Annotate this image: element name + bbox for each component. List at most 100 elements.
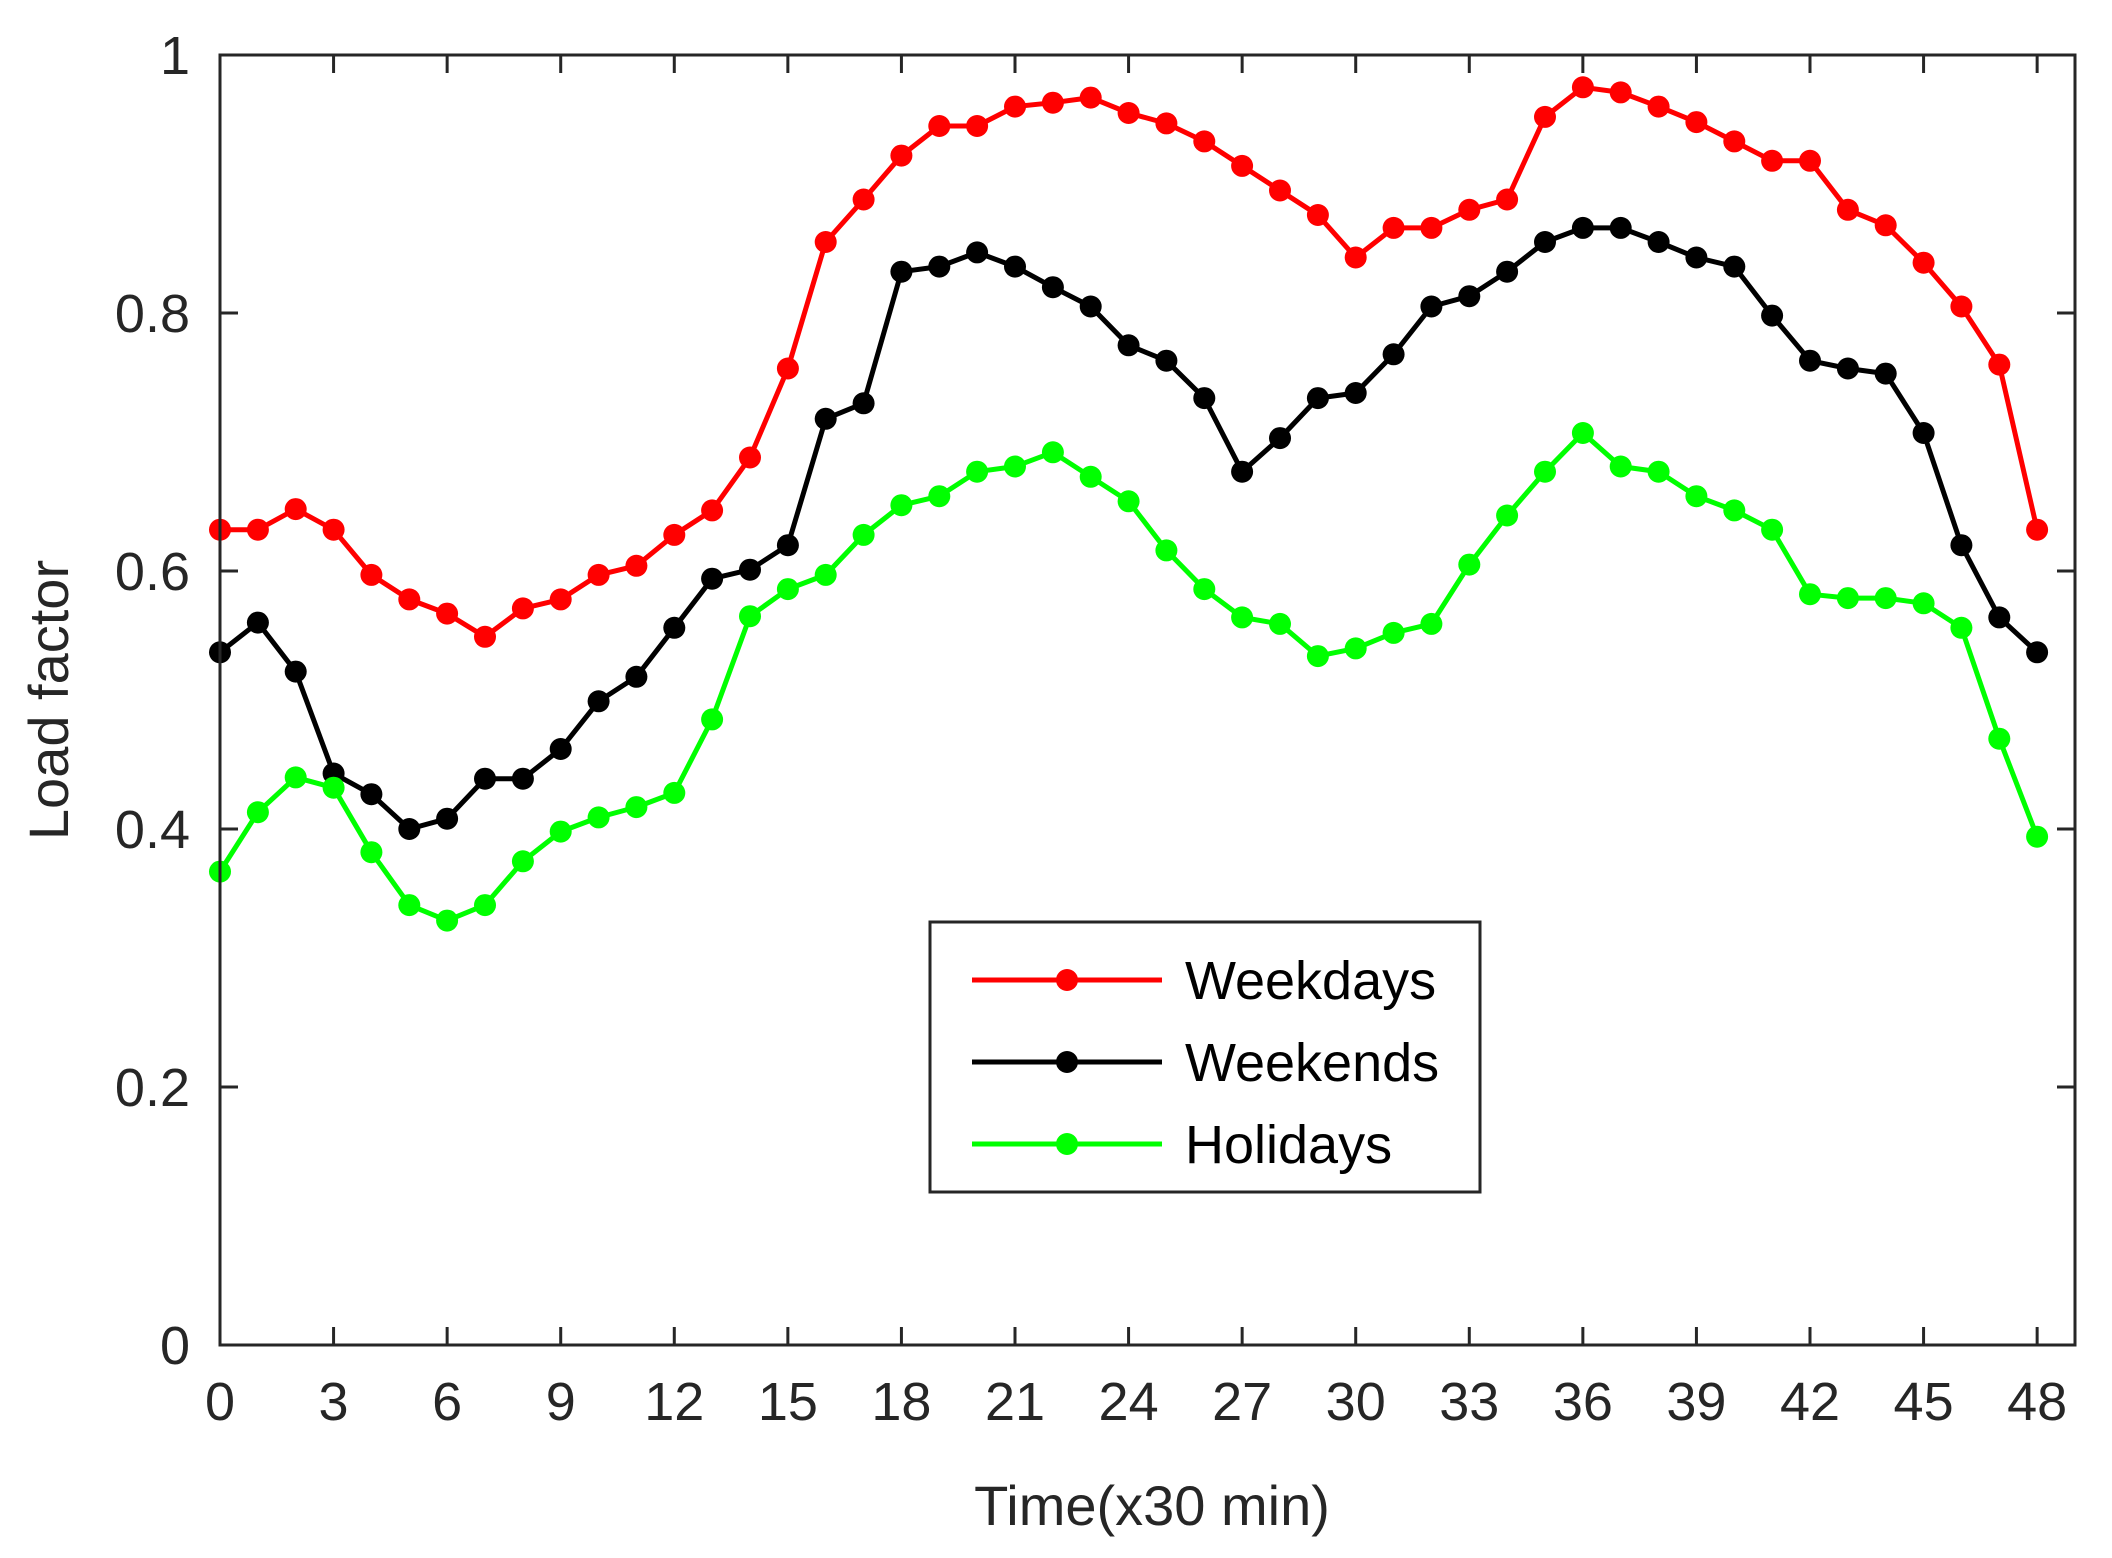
data-point-holidays xyxy=(398,894,421,917)
data-point-holidays xyxy=(1912,592,1935,615)
data-point-holidays xyxy=(1041,441,1064,464)
x-axis-label: Time(x30 min) xyxy=(974,1474,1330,1537)
data-point-weekdays xyxy=(1950,295,1973,318)
x-tick-label: 45 xyxy=(1894,1372,1954,1432)
legend-label-weekdays: Weekdays xyxy=(1185,951,1436,1011)
data-point-weekdays xyxy=(474,625,496,648)
data-point-weekdays xyxy=(663,523,686,546)
data-point-weekends xyxy=(1004,255,1026,278)
data-point-weekdays xyxy=(1534,105,1556,128)
legend: Weekdays Weekends Holidays xyxy=(928,920,1482,1194)
data-point-weekends xyxy=(1912,422,1935,444)
y-tick-label: 0 xyxy=(160,1316,190,1376)
data-point-weekends xyxy=(814,407,837,430)
data-point-weekends xyxy=(928,255,951,278)
data-point-weekdays xyxy=(1609,81,1632,104)
x-tick-label: 39 xyxy=(1666,1372,1726,1432)
data-point-weekends xyxy=(1799,349,1821,372)
data-point-weekends xyxy=(511,767,534,790)
axes-box xyxy=(218,53,2077,1347)
data-point-weekends xyxy=(1723,255,1746,278)
legend-marker-weekdays xyxy=(1056,969,1078,991)
data-point-weekends xyxy=(701,567,724,590)
x-tick-label: 15 xyxy=(758,1372,818,1432)
y-axis-label: Load factor xyxy=(17,560,80,840)
data-point-holidays xyxy=(776,578,799,601)
plot-area xyxy=(209,76,2049,932)
x-tick-label: 6 xyxy=(432,1372,462,1432)
data-point-weekends xyxy=(852,392,875,415)
data-point-weekends xyxy=(1685,246,1708,269)
data-point-weekdays xyxy=(1874,214,1897,237)
data-point-weekends xyxy=(398,818,421,840)
x-tick-label: 24 xyxy=(1099,1372,1159,1432)
data-point-weekdays xyxy=(1382,216,1405,239)
data-point-weekends xyxy=(246,611,269,634)
data-point-holidays xyxy=(1836,587,1859,610)
data-point-weekdays xyxy=(1155,112,1178,135)
data-point-weekdays xyxy=(776,357,799,380)
data-point-weekdays xyxy=(1685,111,1708,134)
data-point-weekdays xyxy=(1269,179,1291,202)
data-point-holidays xyxy=(1344,637,1367,660)
data-point-holidays xyxy=(1685,485,1708,508)
data-point-weekdays xyxy=(1912,251,1935,274)
data-point-weekends xyxy=(663,616,686,639)
data-point-weekdays xyxy=(1836,198,1859,221)
x-tick-label: 48 xyxy=(2007,1372,2067,1432)
data-point-holidays xyxy=(284,766,307,789)
data-point-weekdays xyxy=(1799,149,1821,172)
data-point-holidays xyxy=(1988,727,2011,750)
data-point-weekdays xyxy=(284,498,307,521)
data-point-holidays xyxy=(1269,612,1291,635)
data-point-weekends xyxy=(284,660,307,683)
y-tick-label: 0.8 xyxy=(115,284,190,344)
data-point-weekends xyxy=(1420,295,1443,318)
data-point-weekends xyxy=(474,767,496,790)
x-tick-label: 18 xyxy=(871,1372,931,1432)
legend-box xyxy=(928,920,1482,1194)
data-point-weekdays xyxy=(1306,204,1329,226)
data-point-weekdays xyxy=(398,588,421,611)
data-point-weekends xyxy=(1988,606,2011,629)
data-point-weekends xyxy=(890,260,913,283)
data-point-weekends xyxy=(1117,334,1140,357)
data-point-holidays xyxy=(966,460,989,483)
data-point-weekdays xyxy=(1571,76,1594,99)
data-point-weekends xyxy=(1079,295,1102,318)
data-point-weekdays xyxy=(246,518,269,541)
y-tick-label: 0.4 xyxy=(115,800,190,860)
axes: 0 3 6 9 12 15 18 21 24 27 30 33 36 39 42 45 4800.20.40.6… xyxy=(115,26,2077,1432)
legend-label-weekends: Weekends xyxy=(1185,1033,1439,1093)
data-point-holidays xyxy=(2026,825,2049,848)
data-point-holidays xyxy=(1420,612,1443,635)
data-point-weekdays xyxy=(511,597,534,620)
data-point-holidays xyxy=(1647,460,1670,483)
data-point-holidays xyxy=(1571,422,1594,444)
data-point-weekends xyxy=(1458,285,1481,308)
data-point-weekends xyxy=(1231,460,1254,483)
data-point-holidays xyxy=(1155,539,1178,562)
data-point-weekends xyxy=(625,665,648,688)
data-point-weekends xyxy=(1344,382,1367,404)
data-point-holidays xyxy=(1950,616,1973,639)
data-point-holidays xyxy=(1306,645,1329,668)
data-point-holidays xyxy=(1231,606,1254,629)
data-point-weekdays xyxy=(1647,95,1670,118)
data-point-weekdays xyxy=(1496,188,1519,211)
data-point-weekdays xyxy=(1458,198,1481,221)
data-point-weekends xyxy=(1041,276,1064,299)
data-point-holidays xyxy=(1609,455,1632,478)
data-point-weekdays xyxy=(549,588,572,611)
data-point-holidays xyxy=(814,563,837,586)
data-point-weekends xyxy=(1950,534,1973,557)
data-point-holidays xyxy=(549,820,572,843)
data-point-holidays xyxy=(1382,621,1405,644)
legend-label-holidays: Holidays xyxy=(1185,1115,1392,1175)
data-point-weekdays xyxy=(739,446,761,469)
y-tick-label: 0.6 xyxy=(115,542,190,602)
data-point-holidays xyxy=(739,605,761,628)
data-point-holidays xyxy=(1874,587,1897,610)
x-tick-label: 33 xyxy=(1439,1372,1499,1432)
